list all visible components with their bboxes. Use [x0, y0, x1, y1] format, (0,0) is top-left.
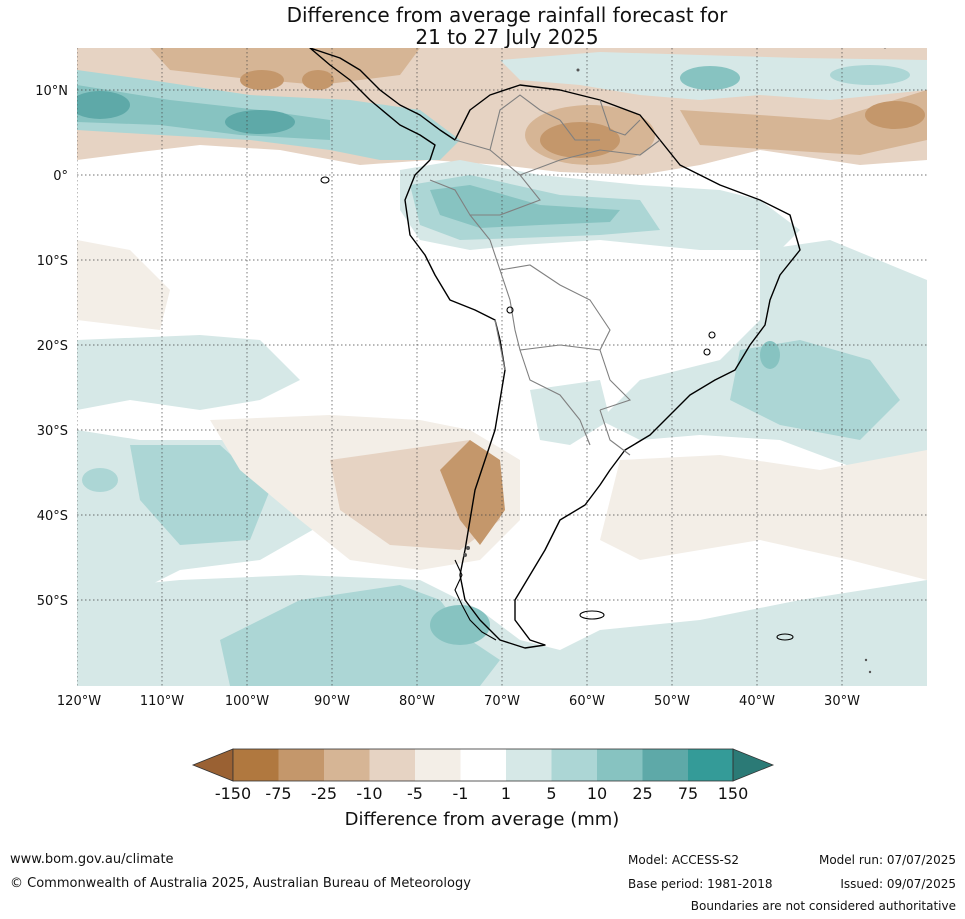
colorbar [191, 748, 775, 782]
wet-core-southeast-atlantic [760, 341, 780, 369]
longitude-labels: 120°W 110°W 100°W 90°W 80°W 70°W 60°W 50… [57, 694, 860, 709]
wet-region-amazon-core [430, 185, 620, 228]
title-line-2: 21 to 27 July 2025 [415, 25, 599, 49]
lon-label-100w: 100°W [225, 694, 269, 709]
lon-label-40w: 40°W [739, 694, 775, 709]
colorbar-bin-9 [597, 749, 643, 781]
lat-label-40s: 40°S [37, 509, 68, 524]
island-dots [463, 48, 887, 674]
cb-tick-m25: -25 [311, 784, 337, 803]
dry-region-southern-cone-core [440, 440, 505, 545]
colorbar-bin-6 [460, 749, 506, 781]
colorbar-bin-2 [278, 749, 324, 781]
lat-label-0: 0° [53, 169, 68, 184]
latitude-labels: 10°N 0° 10°S 20°S 30°S 40°S 50°S [35, 84, 68, 609]
title-line-1: Difference from average rainfall forecas… [286, 3, 728, 27]
colorbar-bin-5 [415, 749, 461, 781]
dry-core-north-1 [240, 70, 284, 90]
cb-tick-150: 150 [718, 784, 749, 803]
dry-region-south-atlantic [600, 450, 927, 580]
colorbar-extend-high [732, 748, 775, 782]
country-borders [429, 94, 661, 456]
colorbar-bin-1 [233, 749, 279, 781]
footer-model-run: Model run: 07/07/2025 [818, 853, 956, 867]
lat-label-20s: 20°S [37, 339, 68, 354]
colorbar-bin-7 [506, 749, 552, 781]
islands [320, 176, 794, 641]
colorbar-title: Difference from average (mm) [345, 809, 620, 830]
cb-tick-m5: -5 [407, 784, 423, 803]
dry-band-atlantic [680, 90, 927, 155]
cb-tick-m1: -1 [453, 784, 469, 803]
wet-core-pacific [77, 91, 130, 119]
footer-model: Model: ACCESS-S2 [628, 853, 740, 867]
cb-tick-75: 75 [678, 784, 698, 803]
cb-tick-m75: -75 [265, 784, 291, 803]
wet-core-far-south [430, 605, 490, 645]
cb-tick-5: 5 [546, 784, 556, 803]
dry-core-north-2 [302, 70, 334, 90]
lat-label-30s: 30°S [37, 424, 68, 439]
colorbar-bin-8 [551, 749, 597, 781]
wet-region-far-south-mid [220, 585, 500, 686]
dry-core-atlantic [865, 101, 925, 129]
coastline-south-america [309, 48, 801, 649]
colorbar-bin-11 [688, 749, 733, 781]
cb-tick-25: 25 [632, 784, 652, 803]
cb-tick-10: 10 [587, 784, 607, 803]
colorbar-tick-labels: -150 -75 -25 -10 -5 -1 1 5 10 25 75 150 [215, 784, 748, 803]
lat-label-10n: 10°N [35, 84, 68, 99]
lon-label-30w: 30°W [824, 694, 860, 709]
cb-tick-1: 1 [501, 784, 511, 803]
colorbar-frame [232, 748, 734, 782]
footer-website[interactable]: www.bom.gov.au/climate [10, 852, 174, 867]
lat-label-50s: 50°S [37, 594, 68, 609]
cb-tick-m150: -150 [215, 784, 251, 803]
footer-issued: Issued: 09/07/2025 [840, 877, 956, 891]
colorbar-bin-4 [369, 749, 415, 781]
wet-core-south-pacific [82, 468, 118, 492]
lon-label-60w: 60°W [569, 694, 605, 709]
lon-label-110w: 110°W [140, 694, 184, 709]
lon-label-120w: 120°W [57, 694, 101, 709]
wet-core-atlantic-north [680, 66, 740, 90]
lon-label-70w: 70°W [484, 694, 520, 709]
lat-label-10s: 10°S [37, 254, 68, 269]
dry-region-east-pacific [77, 240, 170, 330]
footer-disclaimer: Boundaries are not considered authoritat… [690, 899, 956, 913]
wet-region-brazil-south [530, 380, 610, 445]
wet-region-south-pacific-lower-mid [130, 445, 270, 545]
footer-copyright: © Commonwealth of Australia 2025, Austra… [10, 876, 471, 891]
colorbar-extend-low [191, 748, 234, 782]
map-panel [77, 48, 927, 686]
cb-tick-m10: -10 [356, 784, 382, 803]
lon-label-50w: 50°W [654, 694, 690, 709]
dry-band-north-strong [150, 48, 420, 85]
wet-core-pacific-2 [225, 110, 295, 134]
footer-base-period: Base period: 1981-2018 [628, 877, 773, 891]
colorbar-bin-10 [642, 749, 688, 781]
lon-label-80w: 80°W [399, 694, 435, 709]
wet-core-atlantic-north-2 [830, 65, 910, 85]
map-title: Difference from average rainfall forecas… [0, 4, 965, 48]
wet-region-south-pacific [77, 335, 300, 410]
map-gridlines [77, 48, 927, 686]
lon-label-90w: 90°W [314, 694, 350, 709]
colorbar-bin-3 [324, 749, 370, 781]
